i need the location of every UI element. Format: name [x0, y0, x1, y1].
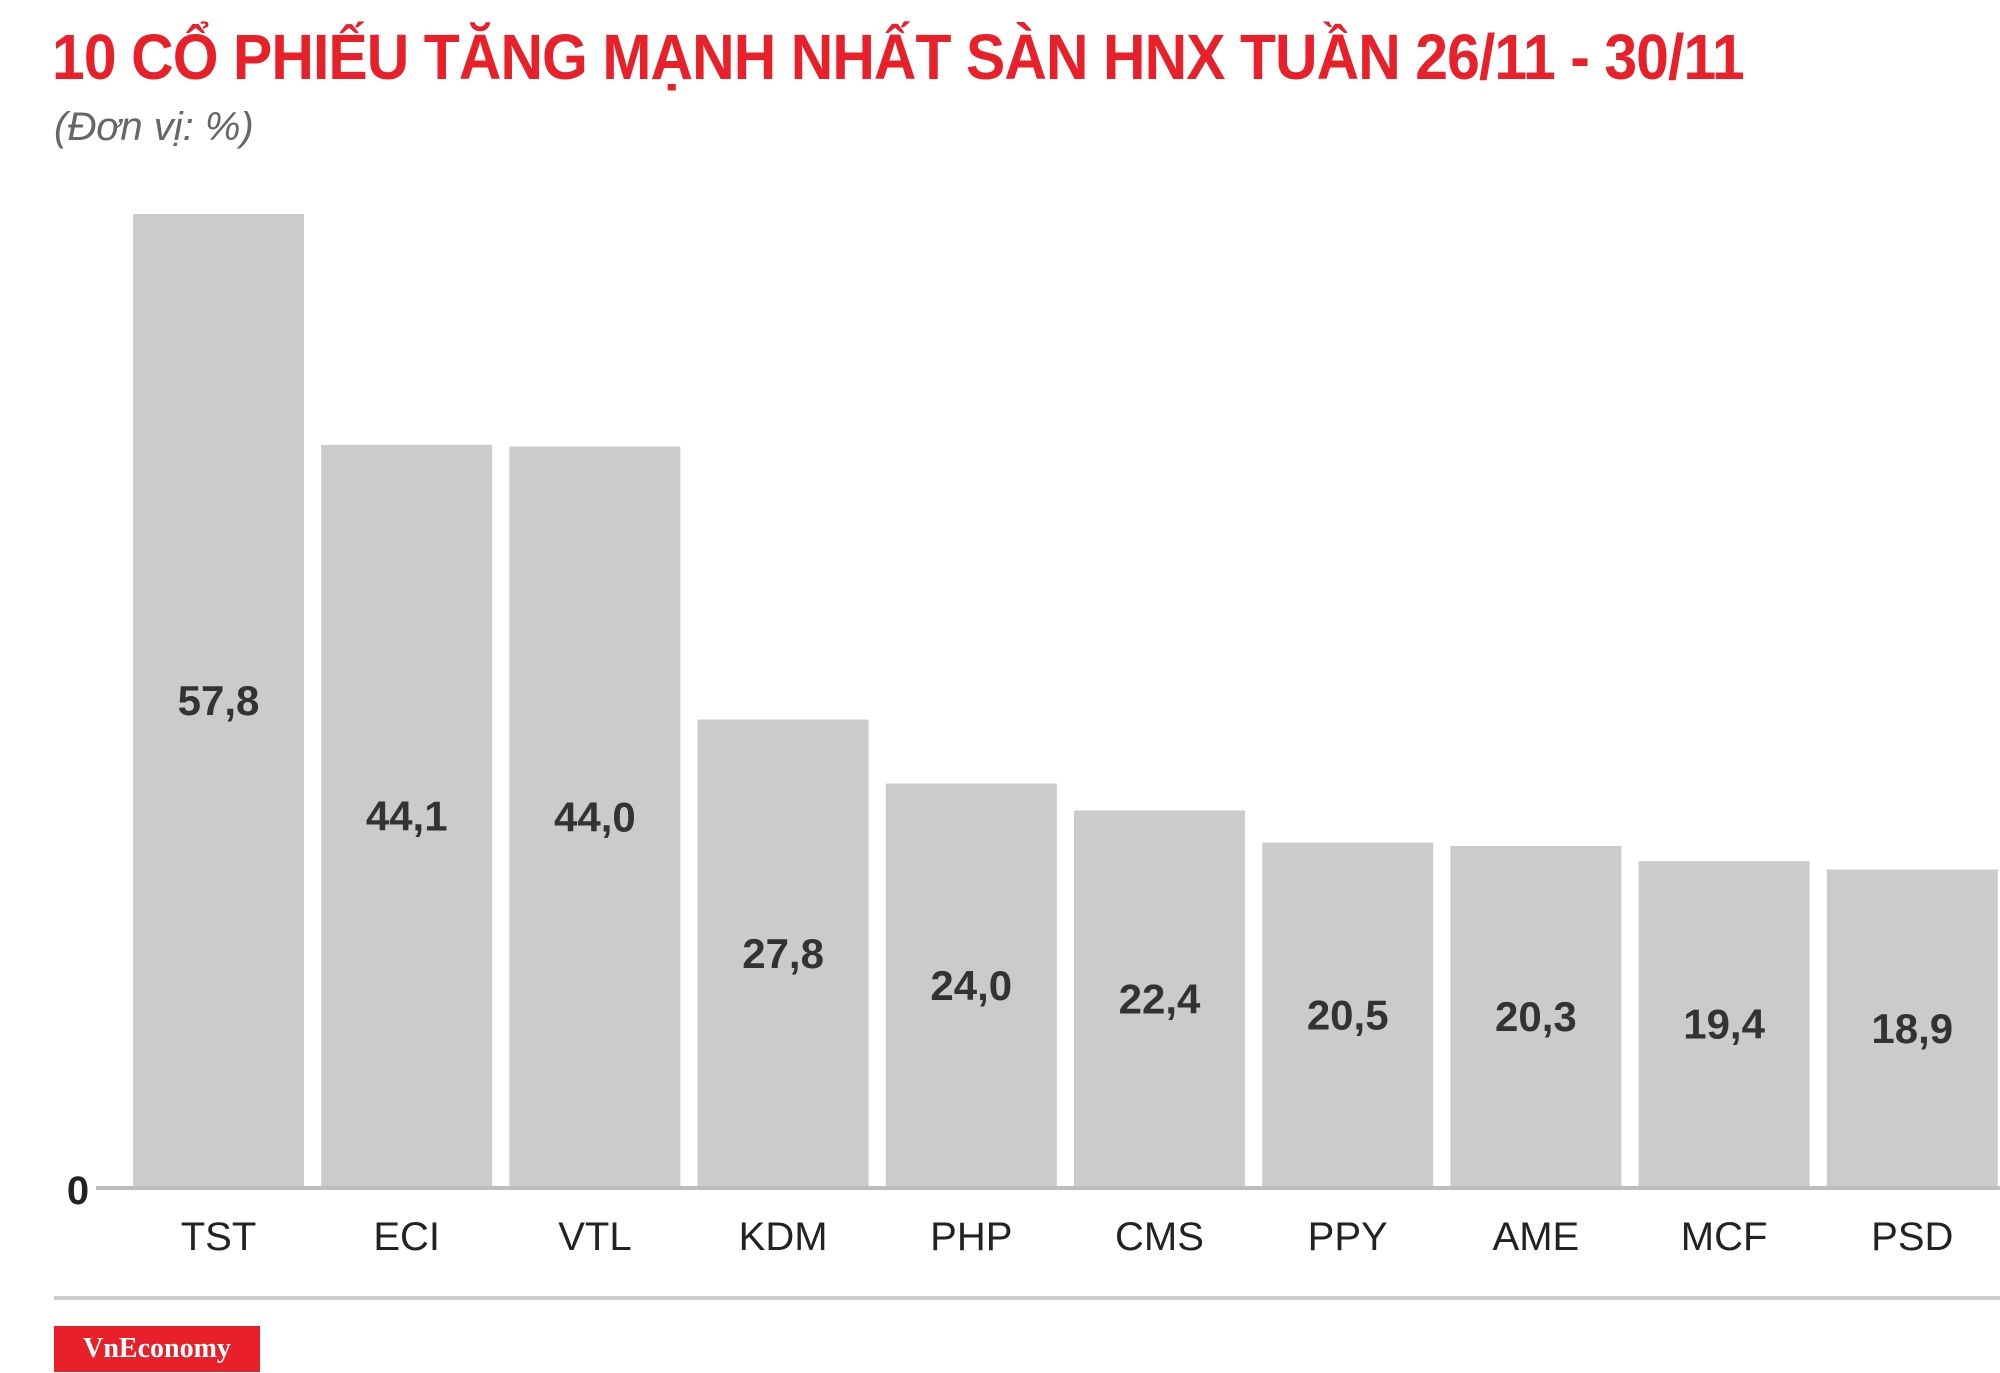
value-label-psd: 18,9: [1871, 1005, 1953, 1052]
bar-ame: [1450, 845, 1622, 1188]
bar-eci: [321, 444, 493, 1189]
bar-psd: [1826, 869, 1998, 1188]
bar-chart: 0 57,8 TST 44,1 ECI 44,0 VTL 27,8 KDM 24,0 PHP 22,…: [67, 214, 2000, 1259]
bar-cms: [1074, 810, 1245, 1188]
category-label-ame: AME: [1493, 1215, 1580, 1259]
category-label-cms: CMS: [1115, 1215, 1204, 1259]
value-label-ppy: 20,5: [1307, 991, 1389, 1038]
bar-ppy: [1262, 842, 1434, 1188]
category-label-kdm: KDM: [739, 1215, 828, 1259]
bar-kdm: [697, 719, 869, 1188]
bar-mcf: [1638, 861, 1810, 1188]
value-label-kdm: 27,8: [742, 930, 824, 977]
category-label-php: PHP: [930, 1215, 1012, 1259]
footer-divider: [54, 1296, 2000, 1300]
value-label-eci: 44,1: [366, 792, 448, 839]
vneconomy-logo: VnEconomy: [54, 1326, 260, 1372]
value-label-ame: 20,3: [1495, 993, 1577, 1040]
value-label-vtl: 44,0: [554, 793, 636, 840]
labels-group: 57,8 TST 44,1 ECI 44,0 VTL 27,8 KDM 24,0 PHP 22,4 C…: [178, 677, 1954, 1259]
value-label-tst: 57,8: [178, 677, 260, 724]
category-label-mcf: MCF: [1681, 1215, 1768, 1259]
bars-group: [133, 214, 1998, 1189]
value-label-php: 24,0: [930, 962, 1012, 1009]
bar-vtl: [509, 446, 681, 1188]
category-label-eci: ECI: [373, 1215, 440, 1259]
bar-tst: [133, 214, 304, 1188]
chart-subtitle: (Đơn vị: %): [54, 105, 254, 149]
category-label-ppy: PPY: [1308, 1215, 1388, 1259]
y-tick-label-zero: 0: [67, 1169, 89, 1213]
chart-title: 10 CỔ PHIẾU TĂNG MẠNH NHẤT SÀN HNX TUẦN …: [52, 21, 1745, 93]
category-label-vtl: VTL: [558, 1215, 631, 1259]
value-label-mcf: 19,4: [1683, 1001, 1765, 1048]
category-label-tst: TST: [181, 1215, 257, 1259]
category-label-psd: PSD: [1871, 1215, 1953, 1259]
value-label-cms: 22,4: [1119, 975, 1201, 1022]
bar-php: [885, 783, 1057, 1188]
